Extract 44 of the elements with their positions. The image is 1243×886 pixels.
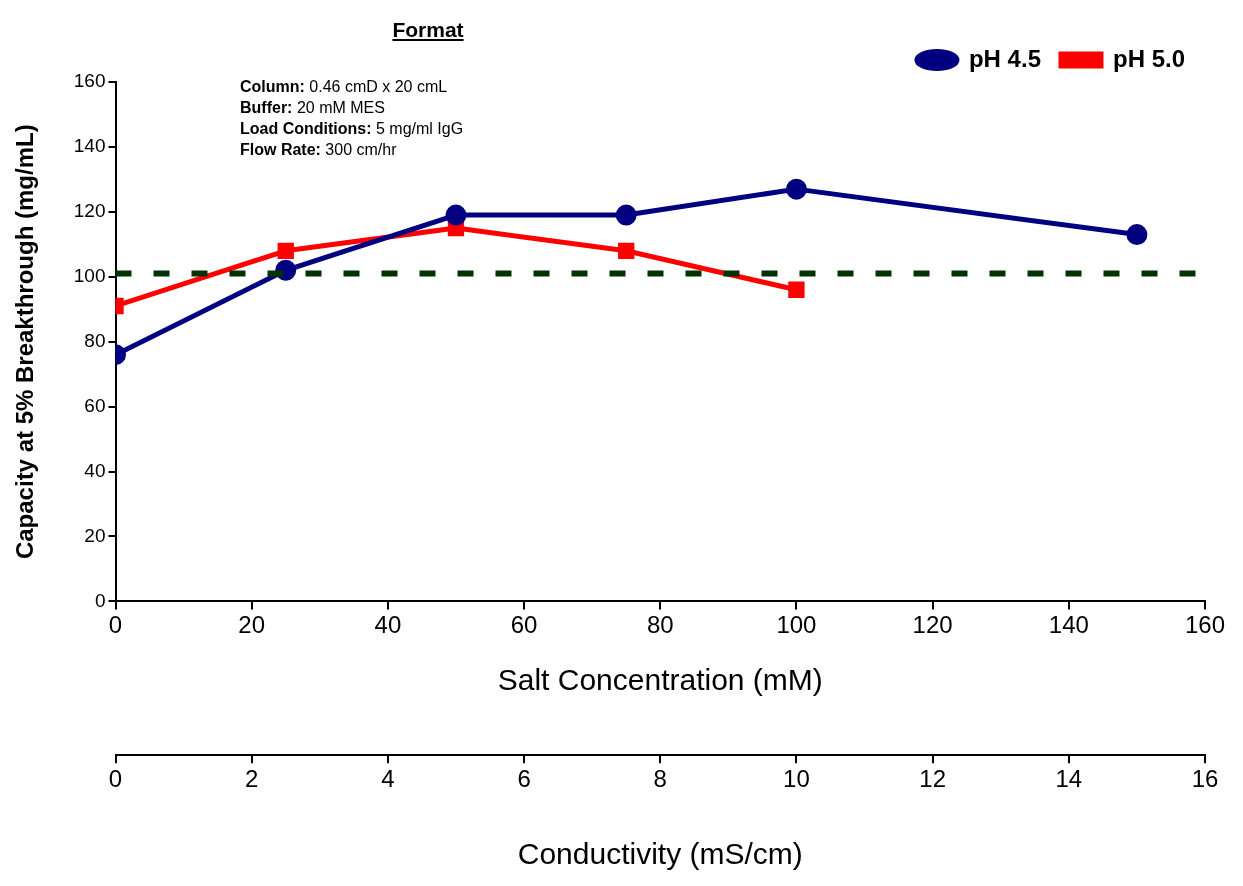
x2-tick-label: 16	[1191, 765, 1219, 793]
x-tick-label: 140	[1048, 611, 1089, 639]
x-tick-label: 80	[646, 611, 674, 639]
point	[445, 204, 467, 226]
x2-tick-label: 8	[653, 765, 667, 793]
y-tick-label: 20	[84, 524, 106, 546]
x-tick-label: 160	[1184, 611, 1226, 639]
y-tick-label: 0	[94, 589, 106, 611]
x-tick-label: 0	[108, 611, 123, 639]
point	[615, 204, 637, 226]
x2-tick-label: 6	[517, 765, 531, 793]
y-tick-label: 120	[73, 200, 106, 222]
y-tick-label: 40	[84, 459, 106, 481]
legend-label: pH 4.5	[968, 44, 1041, 72]
x2-tick-label: 4	[381, 765, 395, 793]
y-tick-label: 100	[73, 265, 106, 287]
annotation: Load Conditions: 5 mg/ml IgG	[240, 120, 464, 137]
annotation: Buffer: 20 mM MES	[240, 99, 385, 116]
point	[277, 242, 294, 259]
x2-tick-label: 12	[919, 765, 946, 793]
point	[618, 242, 635, 259]
x2-axis-title: Conductivity (mS/cm)	[517, 837, 803, 871]
x-tick-label: 60	[510, 611, 538, 639]
x2-tick-label: 0	[108, 765, 123, 793]
x-tick-label: 120	[912, 611, 953, 639]
annotation: Column: 0.46 cmD x 20 cmL	[240, 78, 448, 95]
x-axis-title: Salt Concentration (mM)	[497, 663, 823, 697]
chart-title: Format	[391, 18, 465, 42]
y-tick-label: 60	[84, 394, 106, 416]
y-tick-label: 80	[84, 329, 106, 351]
y-tick-label: 160	[73, 70, 106, 92]
x2-tick-label: 2	[245, 765, 259, 793]
x2-tick-label: 14	[1055, 765, 1083, 793]
x-tick-label: 20	[238, 611, 266, 639]
y-tick-label: 140	[73, 135, 106, 157]
x-tick-label: 40	[374, 611, 402, 639]
point	[1126, 224, 1148, 246]
point	[785, 178, 807, 200]
annotation: Flow Rate: 300 cm/hr	[240, 141, 397, 158]
legend-label: pH 5.0	[1112, 44, 1186, 72]
x-tick-label: 100	[776, 611, 817, 639]
point	[788, 281, 805, 298]
y-axis-title: Capacity at 5% Breakthrough (mg/mL)	[11, 124, 39, 560]
x2-tick-label: 10	[783, 765, 810, 793]
